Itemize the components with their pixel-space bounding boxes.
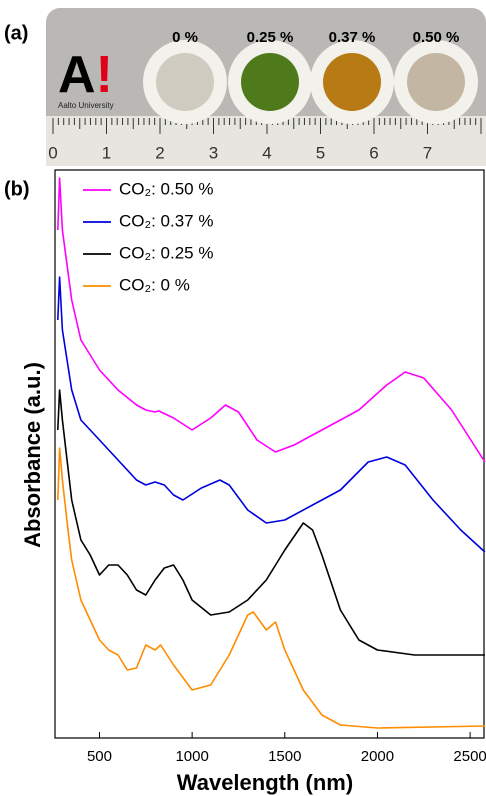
panel-label: (a) xyxy=(4,22,28,44)
x-tick-label: 2000 xyxy=(361,748,394,765)
logo-caption: Aalto University xyxy=(58,101,114,110)
ruler-number: 0 xyxy=(48,143,57,162)
sample-disc xyxy=(407,53,465,111)
ruler-number: 4 xyxy=(262,143,271,162)
logo-mark: ! xyxy=(96,46,113,104)
ruler xyxy=(46,116,486,166)
legend-label: CO₂: 0.37 % xyxy=(119,211,213,230)
logo: A! xyxy=(58,46,113,104)
sample-label: 0.37 % xyxy=(329,29,376,46)
legend-label: CO₂: 0.50 % xyxy=(119,179,213,198)
x-tick-label: 2500 xyxy=(453,748,486,765)
ruler-number: 2 xyxy=(155,143,164,162)
ruler-number: 5 xyxy=(316,143,325,162)
legend-label: CO₂: 0.25 % xyxy=(119,243,213,262)
spectrum-line xyxy=(57,447,485,729)
ruler-number: 3 xyxy=(209,143,218,162)
x-axis-title: Wavelength (nm) xyxy=(177,770,353,795)
spectrum-line xyxy=(57,177,486,463)
x-tick-label: 500 xyxy=(87,748,112,765)
sample-disc xyxy=(323,53,381,111)
sample-label: 0.25 % xyxy=(247,29,294,46)
sample-label: 0 % xyxy=(172,29,198,46)
ruler-number: 7 xyxy=(423,143,432,162)
sample-label: 0.50 % xyxy=(413,29,460,46)
sample-disc xyxy=(241,53,299,111)
x-tick-label: 1500 xyxy=(268,748,301,765)
x-tick-label: 1000 xyxy=(175,748,208,765)
y-axis-title: Absorbance (a.u.) xyxy=(20,362,45,548)
ruler-number: 1 xyxy=(102,143,111,162)
logo-a: A xyxy=(58,46,96,104)
panel-label: (b) xyxy=(4,178,30,200)
plot-frame xyxy=(54,169,485,739)
ruler-number: 6 xyxy=(369,143,378,162)
sample-disc xyxy=(156,53,214,111)
spectrum-line xyxy=(57,276,486,553)
legend-label: CO₂: 0 % xyxy=(119,275,190,294)
spectrum-line xyxy=(57,389,485,656)
